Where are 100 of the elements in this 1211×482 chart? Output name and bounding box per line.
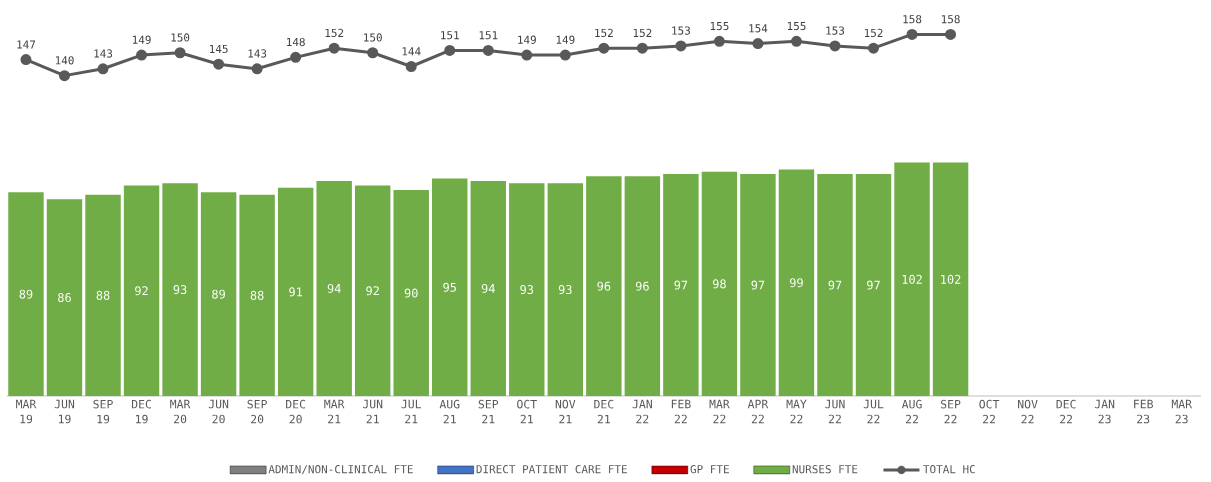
bar [239,194,275,396]
point [59,70,70,82]
data-label: 158 [941,15,960,24]
bar [470,180,506,396]
point [790,35,802,47]
point [20,54,32,66]
data-label: 155 [787,22,806,31]
data-label: 99 [790,278,803,288]
data-label: 93 [558,285,572,295]
data-label: 102 [941,274,961,284]
x-tick-label: APR 22 [747,399,769,424]
legend-label: DIRECT PATIENT CARE FTE [476,465,627,474]
bar [701,171,738,396]
legend-label: TOTAL HC [923,465,975,474]
x-tick-label: MAR 22 [709,399,730,424]
data-label: 94 [327,283,341,293]
bar [85,194,121,396]
data-label: 96 [597,281,611,291]
data-label: 88 [250,290,264,300]
x-tick-label: FEB 23 [1134,399,1153,424]
data-label: 152 [595,28,613,38]
data-label: 149 [556,35,575,44]
bar [547,183,584,396]
x-tick-label: OCT 21 [517,399,537,424]
bar [277,187,314,396]
data-label: 153 [672,26,690,35]
point [328,42,340,54]
point [829,40,841,52]
x-tick-label: SEP 21 [478,399,499,424]
x-tick-label: JAN 22 [632,399,652,424]
bar [855,174,892,396]
data-label: 95 [443,282,456,292]
bar [932,162,969,396]
point [136,49,148,61]
data-label: 147 [17,40,36,49]
legend-label: GP FTE [690,465,729,474]
point [213,58,225,70]
data-label: 151 [441,31,459,40]
data-label: 96 [635,281,649,291]
data-label: 97 [751,280,765,290]
x-tick-label: NOV 21 [555,399,576,424]
x-tick-label: MAR 19 [16,399,37,424]
bar [354,185,391,396]
bar [200,192,237,396]
point [444,44,456,56]
data-label: 97 [867,280,880,290]
data-label: 93 [173,285,187,295]
data-label: 102 [902,274,922,284]
x-tick-label: SEP 22 [941,399,961,424]
point [482,44,494,56]
data-label: 143 [248,49,267,58]
x-tick-label: MAR 21 [324,399,345,424]
bar [894,162,930,396]
data-label: 143 [94,49,113,58]
point [251,63,263,75]
legend-label: NURSES FTE [792,465,858,474]
legend-label: ADMIN/NON-CLINICAL FTE [268,465,413,475]
data-label: 152 [864,28,883,38]
data-label: 89 [212,289,225,299]
point [945,28,957,40]
point [559,49,571,61]
point [97,63,109,75]
x-tick-label: JUL 22 [863,399,884,424]
x-tick-label: JUN 22 [825,399,845,424]
x-tick-label: DEC 22 [1056,399,1076,424]
bar [8,192,44,396]
point [290,51,302,63]
data-label: 153 [826,26,845,35]
bar [509,183,545,396]
data-label: 151 [479,31,498,40]
x-tick-label: NOV 22 [1018,399,1038,424]
bar [393,190,429,396]
data-label: 152 [633,28,652,38]
bar [817,174,853,396]
point [405,60,417,72]
bar [740,174,776,396]
x-tick-label: AUG 21 [439,399,460,424]
x-tick-label: MAY 22 [786,399,807,424]
data-label: 152 [325,28,344,38]
data-label: 89 [19,289,33,299]
bar [778,169,815,396]
bar [316,180,352,396]
data-label: 97 [828,280,842,290]
x-tick-label: DEC 21 [594,399,614,424]
point [906,28,918,40]
data-label: 144 [402,47,421,56]
x-tick-label: OCT 22 [979,399,1000,424]
data-label: 90 [404,288,418,298]
bar [162,183,198,396]
data-label: 91 [289,287,303,297]
data-label: 155 [710,22,729,31]
point [367,47,379,59]
x-tick-label: JUN 19 [54,399,75,424]
bar [432,178,468,396]
data-label: 140 [55,56,74,65]
bar [624,176,661,396]
data-label: 148 [287,37,305,47]
x-tick-label: SEP 20 [247,399,267,424]
point [521,49,533,61]
bar [46,199,83,396]
